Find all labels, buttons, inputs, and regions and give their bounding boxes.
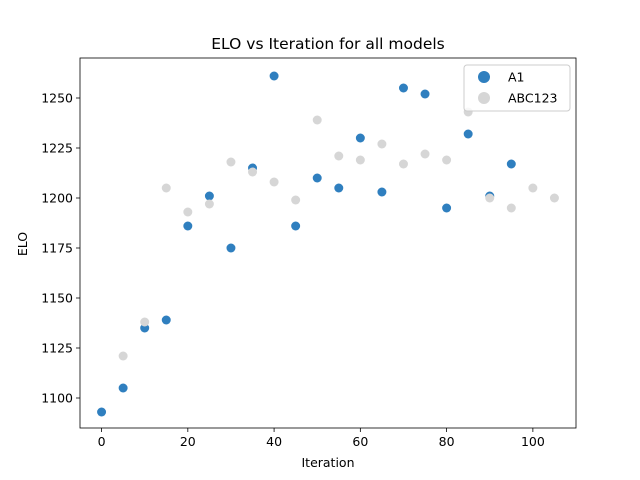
data-point bbox=[204, 191, 214, 201]
data-point bbox=[312, 173, 322, 183]
data-point bbox=[549, 193, 559, 203]
x-tick-label: 80 bbox=[439, 434, 455, 449]
data-point bbox=[528, 183, 538, 193]
data-point bbox=[442, 155, 452, 165]
data-point bbox=[377, 187, 387, 197]
data-point bbox=[204, 199, 214, 209]
data-point bbox=[485, 193, 495, 203]
legend-label: ABC123 bbox=[508, 91, 558, 106]
data-point bbox=[161, 315, 171, 325]
data-point bbox=[183, 207, 193, 217]
data-point bbox=[140, 317, 150, 327]
data-point bbox=[398, 83, 408, 93]
data-point bbox=[183, 221, 193, 231]
data-point bbox=[97, 407, 107, 417]
legend-marker bbox=[478, 71, 490, 83]
series-a1 bbox=[97, 71, 516, 417]
x-tick-label: 60 bbox=[352, 434, 368, 449]
data-point bbox=[118, 383, 128, 393]
y-tick-label: 1150 bbox=[41, 291, 73, 306]
data-point bbox=[226, 243, 236, 253]
chart-title: ELO vs Iteration for all models bbox=[211, 35, 444, 53]
y-tick-label: 1125 bbox=[41, 341, 73, 356]
data-point bbox=[161, 183, 171, 193]
y-tick-label: 1225 bbox=[41, 141, 73, 156]
data-point bbox=[398, 159, 408, 169]
data-point bbox=[291, 195, 301, 205]
legend-label: A1 bbox=[508, 70, 525, 85]
x-tick-label: 40 bbox=[266, 434, 282, 449]
data-point bbox=[442, 203, 452, 213]
data-point bbox=[377, 139, 387, 149]
data-point bbox=[334, 183, 344, 193]
data-point bbox=[226, 157, 236, 167]
y-tick-label: 1175 bbox=[41, 241, 73, 256]
data-point bbox=[355, 133, 365, 143]
data-point bbox=[269, 177, 279, 187]
data-point bbox=[506, 203, 516, 213]
legend-marker bbox=[478, 92, 490, 104]
y-axis-label: ELO bbox=[15, 232, 30, 256]
plot-area: 0 20 40 60 80 100 1100 1125 1150 1175 1200 1225 1250 bbox=[41, 57, 577, 449]
y-tick-label: 1200 bbox=[41, 191, 73, 206]
data-point bbox=[420, 89, 430, 99]
x-tick-label: 100 bbox=[521, 434, 545, 449]
y-tick-label: 1100 bbox=[41, 391, 73, 406]
data-point bbox=[269, 71, 279, 81]
axes-frame bbox=[79, 57, 577, 429]
x-tick-label: 20 bbox=[180, 434, 196, 449]
data-point bbox=[118, 351, 128, 361]
data-point bbox=[420, 149, 430, 159]
legend: A1 ABC123 bbox=[463, 64, 571, 112]
data-point bbox=[334, 151, 344, 161]
data-point bbox=[355, 155, 365, 165]
y-tick-label: 1250 bbox=[41, 91, 73, 106]
data-point bbox=[463, 129, 473, 139]
data-point bbox=[291, 221, 301, 231]
x-tick-label: 0 bbox=[98, 434, 106, 449]
data-point bbox=[248, 167, 258, 177]
data-point bbox=[312, 115, 322, 125]
legend-box bbox=[463, 64, 571, 112]
series-abc123 bbox=[118, 107, 559, 361]
data-point bbox=[506, 159, 516, 169]
x-axis-label: Iteration bbox=[301, 455, 354, 470]
